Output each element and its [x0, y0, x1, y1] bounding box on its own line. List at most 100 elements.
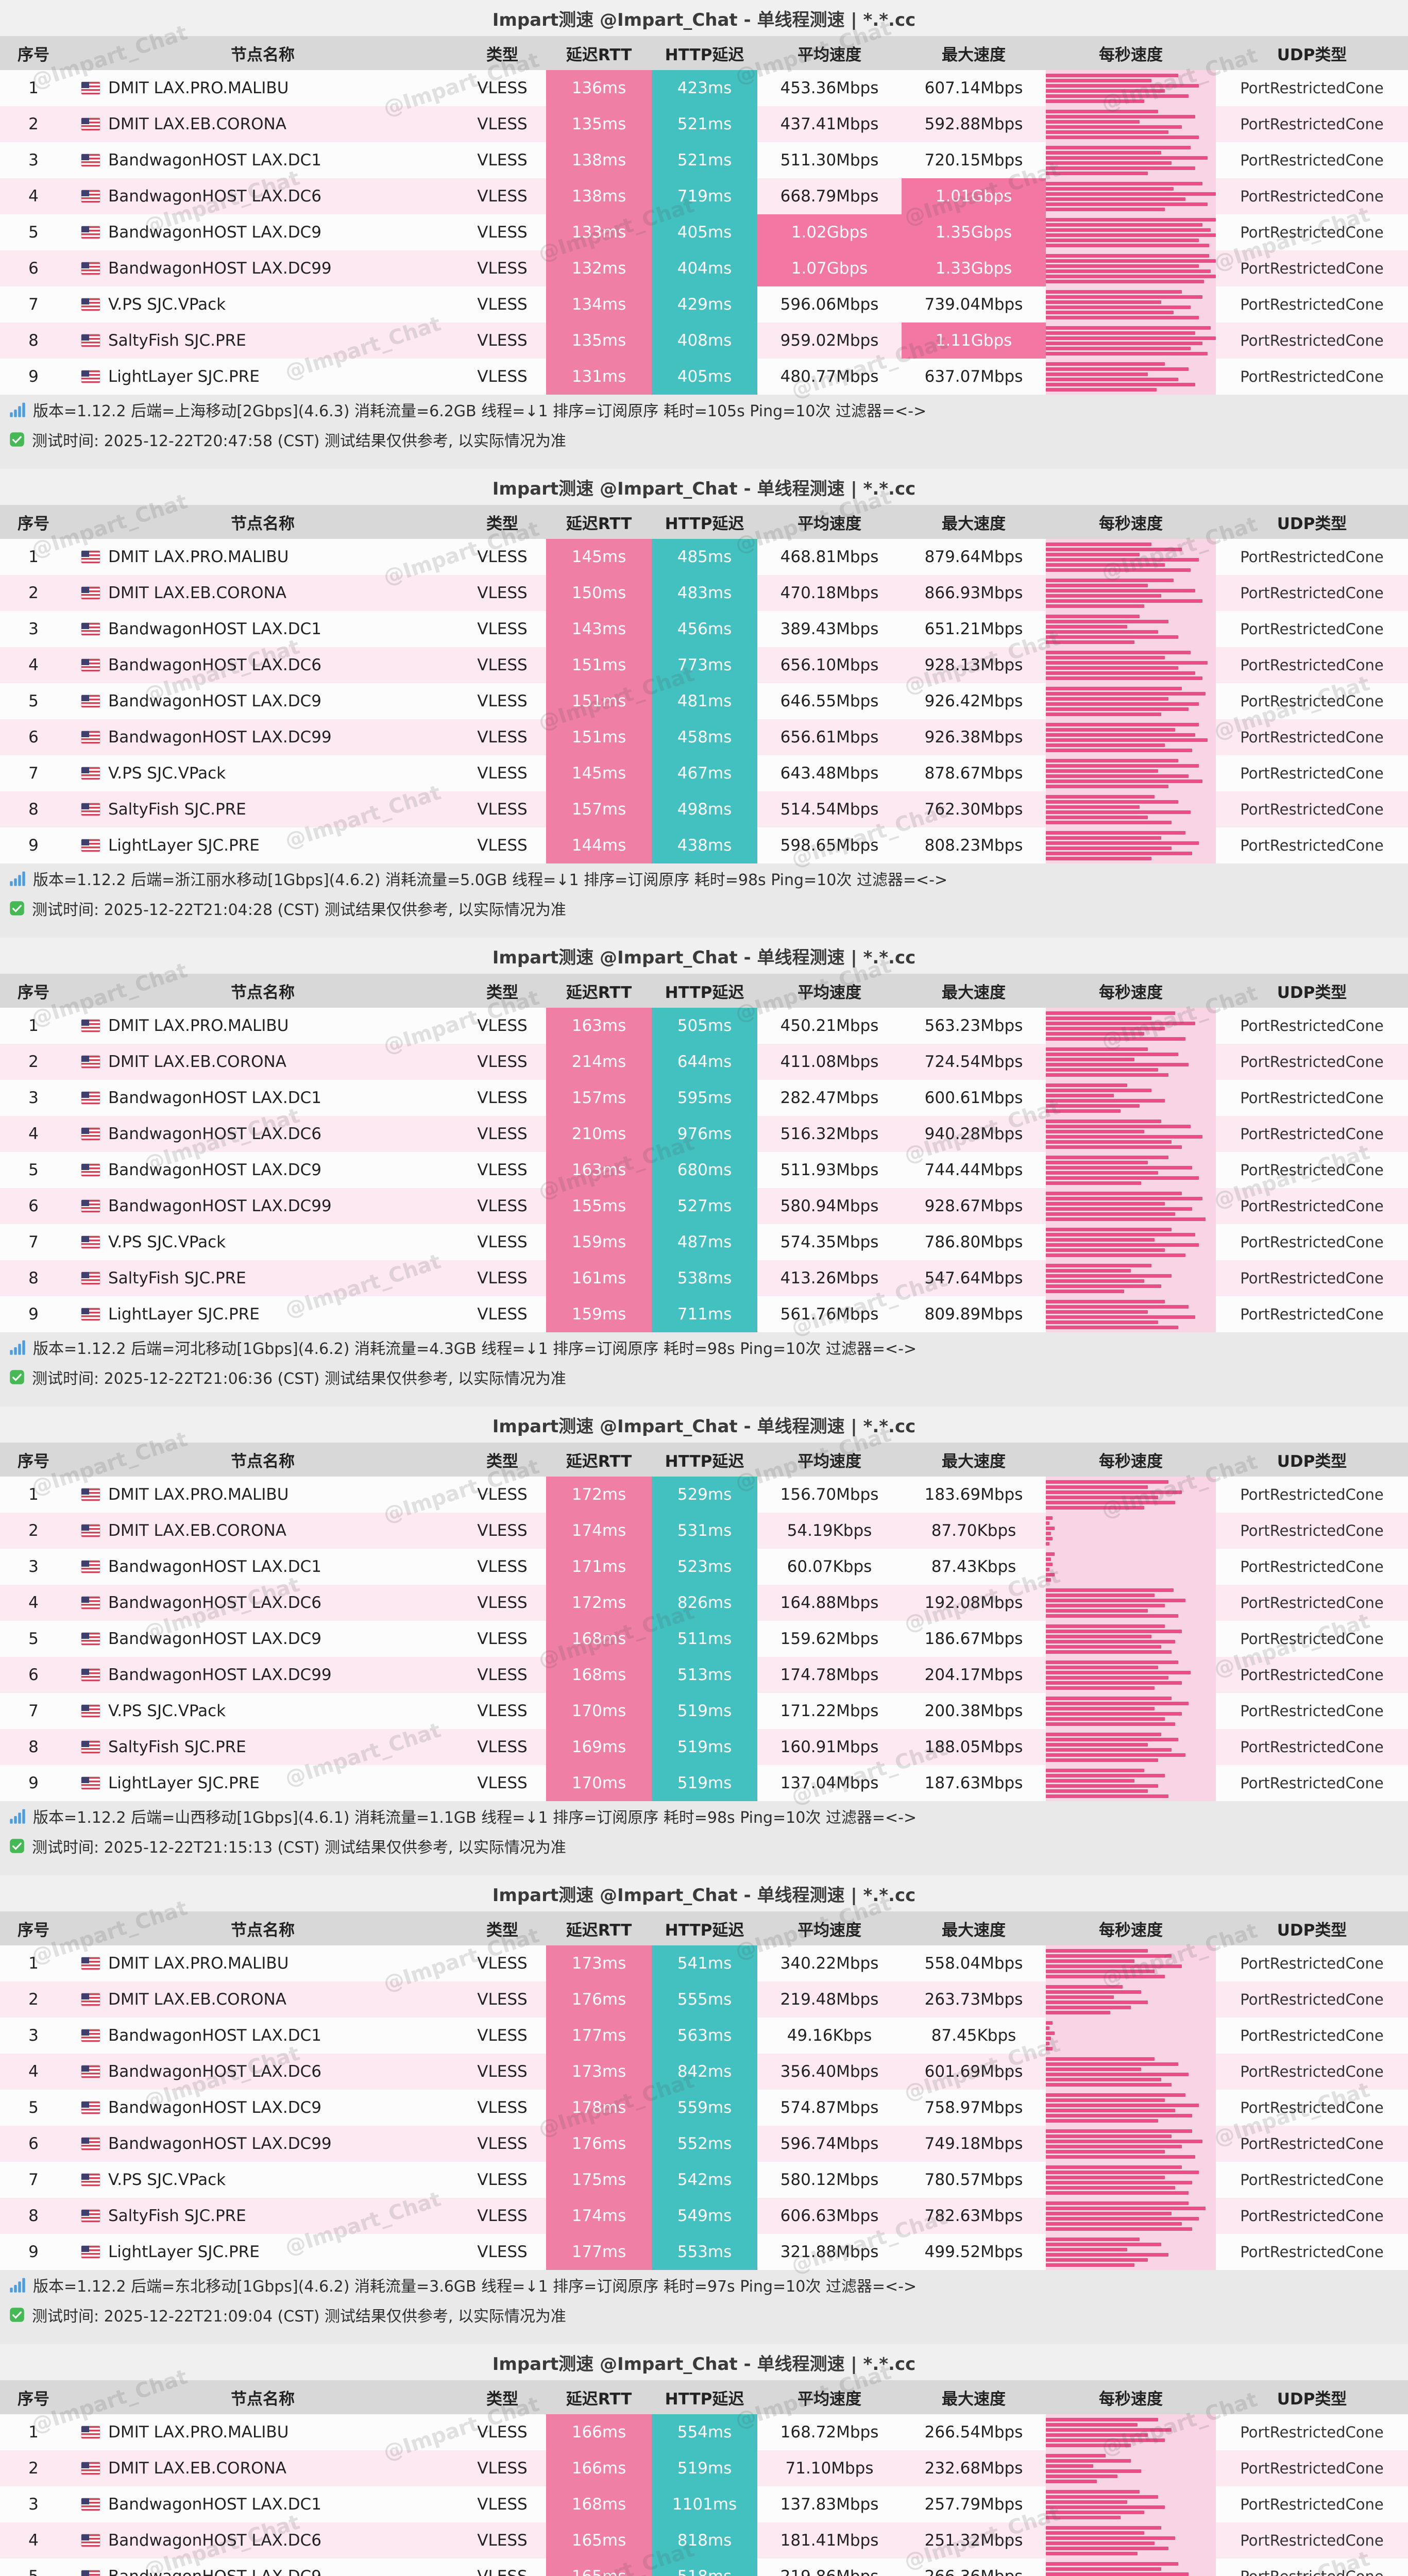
speed-bar — [1046, 1598, 1185, 1602]
http-latency: 555ms — [652, 1981, 757, 2018]
max-speed: 204.17Mbps — [924, 1666, 1023, 1684]
report-title: Impart测速 @Impart_Chat - 单线程测速 | *.*.cc — [0, 1406, 1408, 1443]
udp-type: PortRestrictedCone — [1240, 1630, 1384, 1648]
speed-bar — [1046, 655, 1165, 659]
speed-bar — [1046, 2258, 1148, 2262]
speed-bar — [1046, 1011, 1175, 1015]
column-header: 延迟RTT — [566, 983, 632, 1002]
udp-type: PortRestrictedCone — [1240, 115, 1384, 133]
speed-bars — [1046, 1981, 1216, 2018]
http-latency: 552ms — [652, 2126, 757, 2162]
speed-bar — [1046, 305, 1191, 309]
speed-bar — [1046, 2417, 1158, 2421]
row-number: 5 — [28, 223, 39, 242]
us-flag-icon — [81, 1524, 100, 1537]
average-speed: 1.07Gbps — [757, 250, 902, 286]
node-name: BandwagonHOST LAX.DC6 — [108, 2062, 321, 2081]
rtt-latency: 168ms — [546, 1657, 652, 1693]
node-name: SaltyFish SJC.PRE — [108, 1738, 246, 1756]
http-latency: 549ms — [652, 2198, 757, 2234]
speed-bar — [1046, 1526, 1055, 1530]
backend-info-line: 版本=1.12.2 后端=上海移动[2Gbps](4.6.3) 消耗流量=6.2… — [0, 395, 1408, 425]
node-row: 5 BandwagonHOST LAX.DC9 VLESS 163ms 680m… — [0, 1152, 1408, 1188]
backend-info-text: 版本=1.12.2 后端=东北移动[1Gbps](4.6.2) 消耗流量=3.6… — [33, 2278, 917, 2296]
speed-bar — [1046, 630, 1158, 634]
http-latency: 680ms — [652, 1152, 757, 1188]
max-speed: 601.69Mbps — [924, 2062, 1023, 2081]
http-latency: 405ms — [652, 214, 757, 250]
protocol-type: VLESS — [477, 2207, 528, 2225]
node-row: 5 BandwagonHOST LAX.DC9 VLESS 178ms 559m… — [0, 2090, 1408, 2126]
column-header: 序号 — [18, 45, 49, 64]
node-name-cell: SaltyFish SJC.PRE — [67, 2198, 459, 2234]
rtt-latency: 165ms — [546, 2558, 652, 2576]
us-flag-icon — [81, 334, 100, 347]
node-name: BandwagonHOST LAX.DC99 — [108, 2134, 332, 2153]
node-name: BandwagonHOST LAX.DC1 — [108, 2026, 321, 2045]
average-speed: 171.22Mbps — [780, 1702, 879, 1720]
row-number: 2 — [28, 2459, 39, 2478]
node-name: LightLayer SJC.PRE — [108, 2243, 260, 2261]
us-flag-icon — [81, 2102, 100, 2114]
speed-bar — [1046, 794, 1155, 799]
row-number: 8 — [28, 331, 39, 350]
speed-bar — [1046, 377, 1179, 381]
us-flag-icon — [81, 695, 100, 707]
signal-bars-icon — [9, 1339, 26, 1355]
backend-info-text: 版本=1.12.2 后端=浙江丽水移动[1Gbps](4.6.2) 消耗流量=5… — [33, 871, 948, 889]
http-latency: 529ms — [652, 1477, 757, 1513]
per-second-speed-chart — [1046, 719, 1216, 755]
speed-bars — [1046, 683, 1216, 719]
speed-bar — [1046, 578, 1174, 582]
speed-bar — [1046, 2510, 1145, 2514]
protocol-type: VLESS — [477, 1557, 528, 1576]
speed-bar — [1046, 722, 1199, 726]
column-header: UDP类型 — [1277, 2389, 1347, 2409]
http-latency: 523ms — [652, 1549, 757, 1585]
column-header: 平均速度 — [798, 1921, 861, 1940]
node-name-cell: DMIT LAX.PRO.MALIBU — [67, 2414, 459, 2450]
us-flag-icon — [81, 2534, 100, 2547]
speed-bar — [1046, 1021, 1196, 1025]
us-flag-icon — [81, 1200, 100, 1212]
speed-bars — [1046, 250, 1216, 286]
row-number: 5 — [28, 2098, 39, 2117]
speed-bar — [1046, 686, 1182, 690]
speed-bar — [1046, 2531, 1145, 2535]
rtt-latency: 176ms — [546, 2126, 652, 2162]
node-row: 9 LightLayer SJC.PRE VLESS 131ms 405ms 4… — [0, 359, 1408, 395]
speed-bars — [1046, 1945, 1216, 1981]
row-number: 2 — [28, 584, 39, 602]
node-row: 8 SaltyFish SJC.PRE VLESS 169ms 519ms 16… — [0, 1729, 1408, 1765]
node-name-cell: V.PS SJC.VPack — [67, 2162, 459, 2198]
speed-bar — [1046, 619, 1168, 623]
speed-bar — [1046, 547, 1182, 551]
speed-bar — [1046, 2165, 1182, 2169]
protocol-type: VLESS — [477, 620, 528, 638]
rtt-latency: 150ms — [546, 575, 652, 611]
speed-bar — [1046, 2505, 1165, 2509]
row-number: 1 — [28, 548, 39, 566]
max-speed: 762.30Mbps — [924, 800, 1023, 819]
speed-bars — [1046, 286, 1216, 323]
http-latency: 519ms — [652, 1729, 757, 1765]
speed-bar — [1046, 841, 1199, 845]
max-speed: 749.18Mbps — [924, 2134, 1023, 2153]
http-latency: 423ms — [652, 70, 757, 106]
row-number: 4 — [28, 2062, 39, 2081]
protocol-type: VLESS — [477, 79, 528, 97]
node-name: BandwagonHOST LAX.DC9 — [108, 2098, 321, 2117]
average-speed: 160.91Mbps — [780, 1738, 879, 1756]
column-header: 节点名称 — [231, 1452, 295, 1471]
http-latency: 408ms — [652, 323, 757, 359]
speed-bars — [1046, 2450, 1216, 2486]
column-header: 每秒速度 — [1099, 514, 1163, 533]
speed-bar — [1046, 2134, 1172, 2138]
node-name: BandwagonHOST LAX.DC9 — [108, 1161, 321, 1179]
backend-info-line: 版本=1.12.2 后端=东北移动[1Gbps](4.6.2) 消耗流量=3.6… — [0, 2270, 1408, 2300]
node-row: 5 BandwagonHOST LAX.DC9 VLESS 165ms 518m… — [0, 2558, 1408, 2576]
column-header: 节点名称 — [231, 45, 295, 64]
node-row: 9 LightLayer SJC.PRE VLESS 170ms 519ms 1… — [0, 1765, 1408, 1801]
node-row: 8 SaltyFish SJC.PRE VLESS 135ms 408ms 95… — [0, 323, 1408, 359]
speed-bar — [1046, 758, 1179, 762]
